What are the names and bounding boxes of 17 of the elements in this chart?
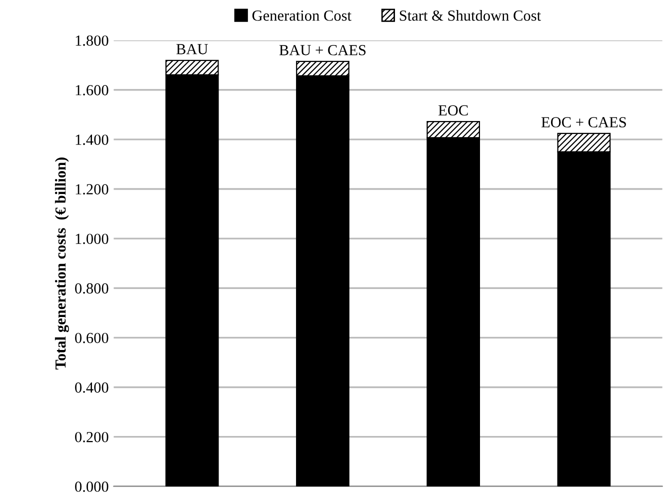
x-tick-label: BAU + CAES (279, 45, 366, 56)
y-tick-label: 1.800 (76, 35, 108, 46)
x-tick-label: EOC + CAES (541, 117, 626, 128)
y-tick-label: 0.600 (75, 332, 108, 344)
y-tick-label: 1.000 (76, 234, 108, 244)
y-tick-label: 0.400 (75, 382, 108, 393)
y-tick-label: 0.200 (75, 432, 108, 442)
y-tick-label: 1.400 (76, 134, 108, 145)
x-tick-label: EOC (438, 105, 468, 116)
y-tick-label: 0.000 (75, 482, 108, 492)
y-axis-title: Total generation costs (€ billion) (54, 158, 69, 370)
x-tick-label: BAU (176, 44, 208, 54)
y-tick-label: 0.800 (75, 283, 108, 294)
y-tick-label: 1.200 (76, 184, 108, 195)
y-tick-label: 1.600 (76, 85, 108, 96)
legend-label: Start & Shutdown Cost (400, 10, 541, 21)
legend-label: Generation Cost (252, 10, 352, 21)
